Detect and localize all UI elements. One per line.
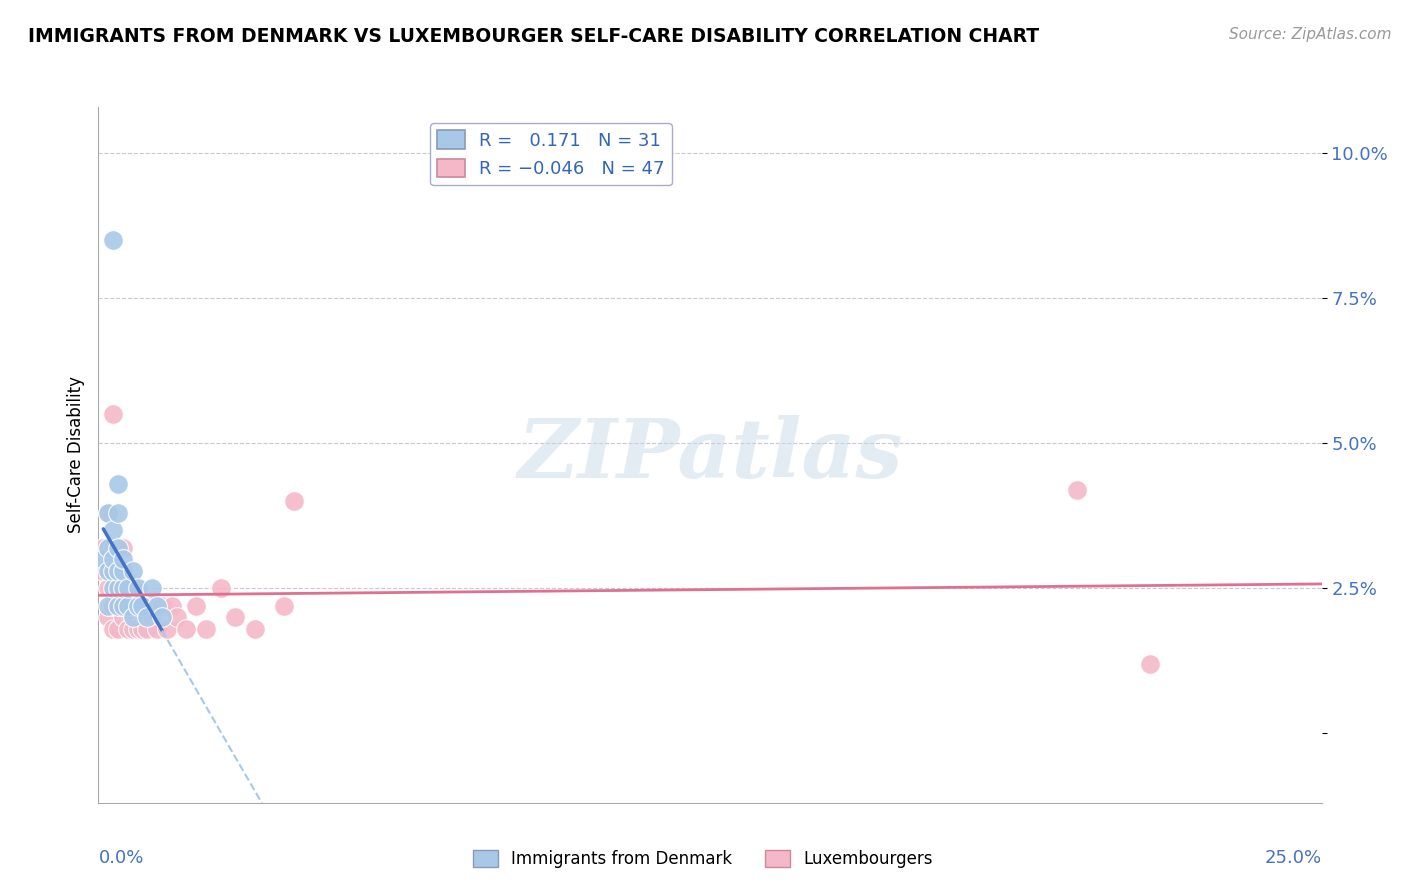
Point — [107, 622, 129, 636]
Point — [117, 582, 139, 596]
Text: Source: ZipAtlas.com: Source: ZipAtlas.com — [1229, 27, 1392, 42]
Point — [209, 582, 232, 596]
Point — [136, 610, 159, 624]
Point — [107, 599, 129, 613]
Point — [156, 622, 179, 636]
Point — [131, 599, 153, 613]
Point — [117, 622, 139, 636]
Point — [97, 506, 120, 520]
Point — [107, 476, 129, 491]
Point — [136, 599, 159, 613]
Point — [141, 582, 163, 596]
Point — [111, 541, 134, 555]
Point — [150, 599, 173, 613]
Point — [141, 610, 163, 624]
Point — [224, 610, 246, 624]
Point — [107, 599, 129, 613]
Point — [111, 599, 134, 613]
Point — [127, 599, 149, 613]
Point — [121, 622, 143, 636]
Point — [107, 564, 129, 578]
Point — [107, 541, 129, 555]
Point — [111, 564, 134, 578]
Point — [127, 599, 149, 613]
Point — [91, 541, 114, 555]
Point — [97, 564, 120, 578]
Point — [91, 564, 114, 578]
Point — [107, 582, 129, 596]
Point — [111, 552, 134, 566]
Point — [150, 610, 173, 624]
Point — [121, 599, 143, 613]
Point — [107, 582, 129, 596]
Point — [111, 599, 134, 613]
Point — [273, 599, 295, 613]
Point — [160, 599, 183, 613]
Point — [121, 610, 143, 624]
Point — [97, 582, 120, 596]
Point — [101, 564, 124, 578]
Point — [101, 582, 124, 596]
Point — [97, 506, 120, 520]
Point — [111, 582, 134, 596]
Point — [97, 541, 120, 555]
Point — [107, 506, 129, 520]
Point — [283, 494, 305, 508]
Point — [101, 552, 124, 566]
Point — [121, 582, 143, 596]
Point — [166, 610, 188, 624]
Point — [1066, 483, 1088, 497]
Point — [117, 599, 139, 613]
Point — [117, 582, 139, 596]
Point — [117, 599, 139, 613]
Point — [146, 599, 169, 613]
Point — [91, 552, 114, 566]
Point — [111, 610, 134, 624]
Text: IMMIGRANTS FROM DENMARK VS LUXEMBOURGER SELF-CARE DISABILITY CORRELATION CHART: IMMIGRANTS FROM DENMARK VS LUXEMBOURGER … — [28, 27, 1039, 45]
Point — [131, 599, 153, 613]
Point — [101, 599, 124, 613]
Text: ZIPatlas: ZIPatlas — [517, 415, 903, 495]
Text: 0.0%: 0.0% — [98, 849, 143, 867]
Point — [131, 622, 153, 636]
Point — [97, 610, 120, 624]
Legend: R =   0.171   N = 31, R = −0.046   N = 47: R = 0.171 N = 31, R = −0.046 N = 47 — [430, 123, 672, 186]
Point — [146, 622, 169, 636]
Point — [97, 599, 120, 613]
Point — [1139, 657, 1161, 671]
Point — [107, 564, 129, 578]
Point — [111, 564, 134, 578]
Text: 25.0%: 25.0% — [1264, 849, 1322, 867]
Point — [101, 407, 124, 422]
Point — [243, 622, 266, 636]
Point — [136, 622, 159, 636]
Point — [121, 564, 143, 578]
Point — [176, 622, 198, 636]
Point — [195, 622, 218, 636]
Point — [111, 582, 134, 596]
Legend: Immigrants from Denmark, Luxembourgers: Immigrants from Denmark, Luxembourgers — [465, 843, 941, 875]
Point — [101, 541, 124, 555]
Point — [101, 622, 124, 636]
Point — [101, 233, 124, 247]
Point — [186, 599, 208, 613]
Point — [101, 564, 124, 578]
Point — [127, 622, 149, 636]
Point — [101, 523, 124, 537]
Y-axis label: Self-Care Disability: Self-Care Disability — [66, 376, 84, 533]
Point — [127, 582, 149, 596]
